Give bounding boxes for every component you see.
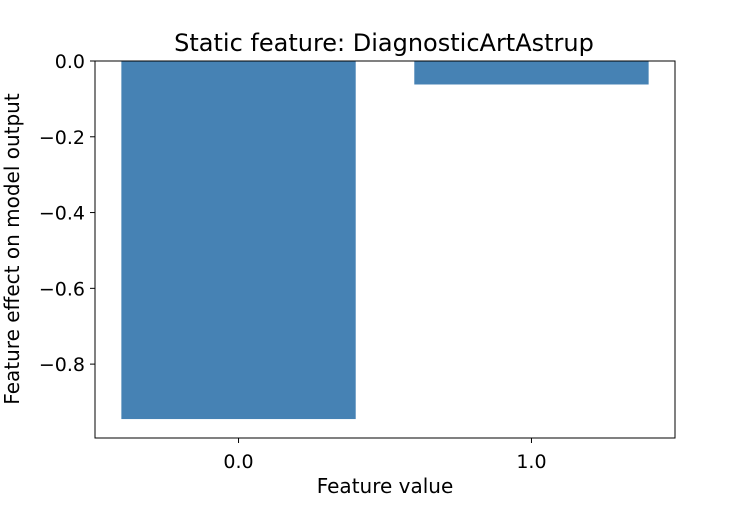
ticks-layer: 0.0 1.0 0.0 −0.2 −0.4 −0.6 −0.8 xyxy=(39,51,547,473)
bars-layer xyxy=(121,61,649,420)
chart-title: Static feature: DiagnosticArtAstrup xyxy=(174,29,594,57)
x-axis-label: Feature value xyxy=(317,474,454,498)
bar-0.0 xyxy=(121,61,356,420)
y-tick-label: −0.8 xyxy=(39,354,85,376)
plot-frame xyxy=(94,60,676,439)
x-tick-label: 1.0 xyxy=(516,451,546,473)
y-tick-label: −0.6 xyxy=(39,278,85,300)
y-tick-label: −0.2 xyxy=(39,127,85,149)
y-tick-label: −0.4 xyxy=(39,203,85,225)
x-tick-label: 0.0 xyxy=(223,451,253,473)
y-tick-label: 0.0 xyxy=(55,51,85,73)
y-axis-label: Feature effect on model output xyxy=(0,93,24,405)
bar-1.0 xyxy=(414,61,649,85)
